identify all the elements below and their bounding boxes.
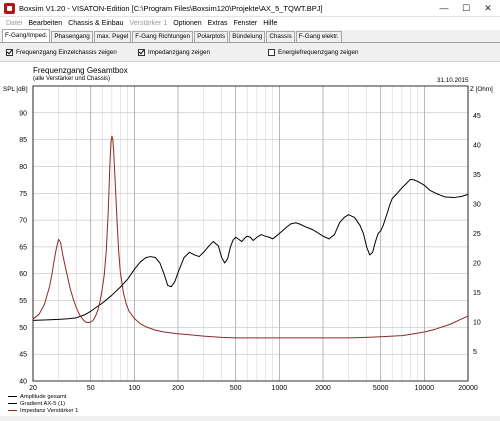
- impedanzgang-checkbox[interactable]: [138, 49, 145, 56]
- chart-area: [0, 62, 500, 392]
- series-amplitude-gesamt: [32, 178, 469, 321]
- x-tick-label: 5000: [373, 385, 389, 392]
- y-tick-label-right: 35: [473, 172, 481, 179]
- y-tick-label-left: 65: [19, 244, 27, 251]
- x-tick-label: 20: [29, 385, 37, 392]
- y-tick-label-right: 30: [473, 202, 481, 209]
- y-tick-label-left: 60: [19, 271, 27, 278]
- y-tick-label-left: 55: [19, 298, 27, 305]
- x-tick-label: 20000: [458, 385, 478, 392]
- y-tick-label-left: 40: [19, 379, 27, 386]
- legend-item-amplitude: Amplitude gesamt: [8, 393, 208, 400]
- tab-fgang-richtungen[interactable]: F-Gang Richtungen: [132, 31, 194, 42]
- chart-legend: Amplitude gesamt Gradient AX-5 (1) Imped…: [8, 393, 208, 414]
- energiefrequenzgang-label: Energiefrequenzgang zeigen: [278, 49, 359, 56]
- chart-title: Frequenzgang Gesamtbox: [33, 66, 128, 75]
- menu-bar: Datei Bearbeiten Chassis & Einbau Verstä…: [0, 17, 500, 30]
- y-tick-label-left: 50: [19, 325, 27, 332]
- menu-extras[interactable]: Extras: [207, 20, 228, 27]
- legend-label-amplitude: Amplitude gesamt: [20, 393, 67, 400]
- menu-bearbeiten[interactable]: Bearbeiten: [28, 20, 63, 27]
- tab-polarplots[interactable]: Polarplots: [194, 31, 229, 42]
- tab-fgang-imped[interactable]: F-Gang/Imped.: [2, 29, 51, 42]
- legend-swatch-impedanz: [8, 410, 17, 411]
- x-tick-label: 100: [129, 385, 141, 392]
- einzelchassis-label: Frequenzgang Einzelchassis zeigen: [16, 49, 117, 56]
- x-tick-label: 1000: [272, 385, 288, 392]
- legend-item-gradient: Gradient AX-5 (1): [8, 400, 208, 407]
- boxsim-app-icon: [4, 3, 15, 14]
- legend-label-gradient: Gradient AX-5 (1): [20, 400, 66, 407]
- title-bar: Boxsim V1.20 - VISATON-Edition [C:\Progr…: [0, 0, 500, 17]
- y-axis-title-right: Z [Ohm]: [470, 86, 493, 93]
- y-tick-label-right: 10: [473, 320, 481, 327]
- legend-item-impedanz: Impedanz Verstärker 1: [8, 407, 208, 414]
- y-tick-label-right: 5: [473, 349, 477, 356]
- chart-subtitle: (alle Verstärker und Chassis): [33, 76, 111, 82]
- tab-fgang-elektr[interactable]: F-Gang elektr.: [295, 31, 342, 42]
- y-tick-label-right: 15: [473, 290, 481, 297]
- x-tick-label: 10000: [415, 385, 435, 392]
- menu-hilfe[interactable]: Hilfe: [263, 20, 278, 27]
- y-tick-label-left: 75: [19, 191, 27, 198]
- impedanzgang-label: Impedanzgang zeigen: [148, 49, 210, 56]
- tab-max-pegel[interactable]: max. Pegel: [93, 31, 132, 42]
- legend-swatch-amplitude: [8, 396, 17, 397]
- y-tick-label-right: 40: [473, 143, 481, 150]
- y-tick-label-right: 20: [473, 261, 481, 268]
- y-tick-label-left: 70: [19, 218, 27, 225]
- y-axis-title-left: SPL [dB]: [3, 86, 28, 93]
- series-impedanz-verstaerker: [32, 135, 469, 339]
- plot-frame: [32, 85, 469, 382]
- y-tick-label-left: 85: [19, 137, 27, 144]
- y-tick-label-right: 25: [473, 231, 481, 238]
- option-einzelchassis[interactable]: Frequenzgang Einzelchassis zeigen: [6, 49, 117, 56]
- x-tick-label: 50: [87, 385, 95, 392]
- x-tick-label: 500: [230, 385, 242, 392]
- menu-datei[interactable]: Datei: [6, 20, 23, 27]
- y-tick-label-left: 45: [19, 352, 27, 359]
- einzelchassis-checkbox[interactable]: [6, 49, 13, 56]
- x-tick-label: 200: [172, 385, 184, 392]
- close-button[interactable]: ✕: [484, 3, 492, 13]
- minimize-button[interactable]: —: [439, 3, 449, 13]
- y-tick-label-left: 80: [19, 164, 27, 171]
- y-tick-label-left: 90: [19, 110, 27, 117]
- chart-ticks: 20 50 100 200 500 1000 2000 5000 10000 20000 40 45 5…: [19, 110, 481, 392]
- y-tick-label-right: 45: [473, 113, 481, 120]
- x-tick-label: 2000: [315, 385, 331, 392]
- chart-date: 31.10.2015: [437, 77, 469, 84]
- maximize-button[interactable]: ☐: [461, 3, 471, 13]
- window-title: Boxsim V1.20 - VISATON-Edition [C:\Progr…: [19, 4, 323, 13]
- tab-chassis[interactable]: Chassis: [266, 31, 295, 42]
- option-impedanzgang[interactable]: Impedanzgang zeigen: [138, 49, 210, 56]
- options-bar: Frequenzgang Einzelchassis zeigen Impeda…: [0, 43, 500, 62]
- menu-verstaerker-1[interactable]: Verstärker 1: [129, 20, 168, 27]
- status-strip: [0, 416, 500, 421]
- option-energiefrequenzgang[interactable]: Energiefrequenzgang zeigen: [268, 49, 359, 56]
- tab-buendelung[interactable]: Bündelung: [229, 31, 266, 42]
- menu-fenster[interactable]: Fenster: [233, 20, 258, 27]
- tab-bar: F-Gang/Imped. Phasengang max. Pegel F-Ga…: [0, 29, 500, 43]
- menu-chassis-einbau[interactable]: Chassis & Einbau: [68, 20, 124, 27]
- chart-grid: [32, 86, 469, 381]
- legend-label-impedanz: Impedanz Verstärker 1: [20, 407, 79, 414]
- chart-series: [32, 135, 469, 339]
- energiefrequenzgang-checkbox[interactable]: [268, 49, 275, 56]
- tab-phasengang[interactable]: Phasengang: [51, 31, 93, 42]
- menu-optionen[interactable]: Optionen: [173, 20, 202, 27]
- legend-swatch-gradient: [8, 403, 17, 404]
